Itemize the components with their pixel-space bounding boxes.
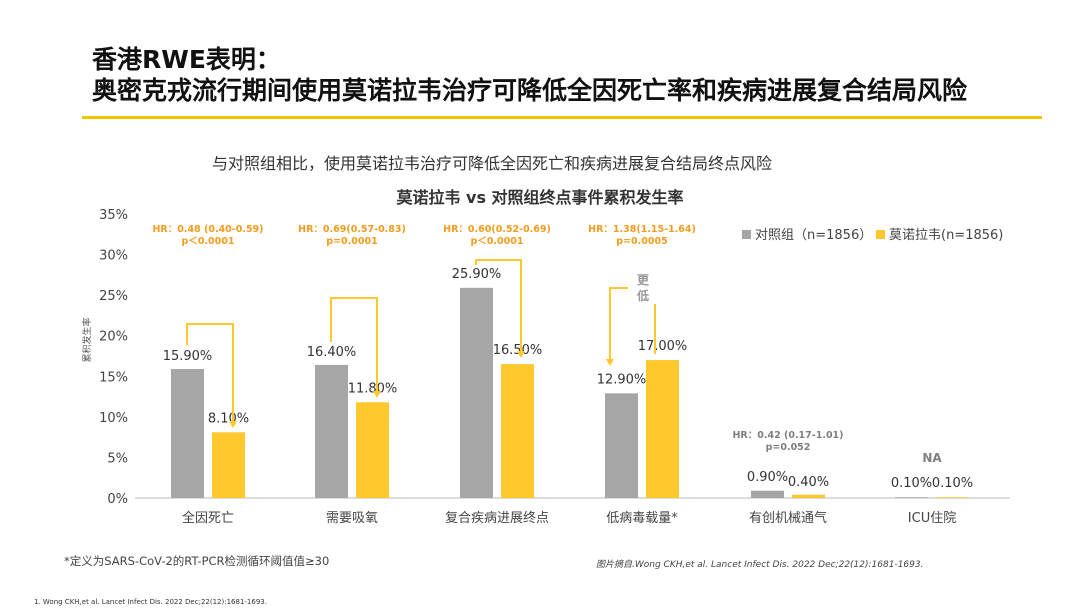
y-tick-label: 10% (99, 411, 128, 426)
bar-molnupiravir (356, 402, 389, 498)
bar-control (605, 393, 638, 498)
arrow-icon (373, 391, 381, 398)
comparison-bracket (330, 297, 378, 392)
chart-title: 莫诺拉韦 vs 对照组终点事件累积发生率 (395, 188, 683, 207)
arrow-icon (606, 359, 614, 366)
y-tick-label: 15% (99, 370, 128, 385)
arrow-icon (517, 351, 525, 358)
title-line-1: 香港RWE表明： (92, 45, 281, 74)
footnote: *定义为SARS-CoV-2的RT-PCR检测循环阈值值≥30 (64, 554, 330, 568)
bar-molnupiravir (792, 494, 825, 498)
comparison-bracket (475, 259, 522, 352)
annotation-hr: HR：0.42 (0.17-1.01) (732, 430, 843, 441)
y-axis-label: 累积发生率 (81, 317, 93, 362)
bar-molnupiravir (501, 364, 534, 498)
data-label: 11.80% (348, 381, 398, 396)
page-title: 香港RWE表明： 奥密克戎流行期间使用莫诺拉韦治疗可降低全因死亡率和疾病进展复合结… (92, 44, 967, 106)
x-tick-label: ICU住院 (908, 511, 956, 526)
data-label: 12.90% (597, 372, 647, 387)
data-label: 8.10% (208, 411, 249, 426)
annotation-hr: NA (922, 451, 942, 465)
legend-label: 莫诺拉韦(n=1856) (889, 228, 1003, 243)
note-bg (628, 282, 656, 304)
data-label: 17.00% (638, 339, 688, 354)
y-tick-label: 5% (107, 451, 128, 466)
data-label: 0.90% (747, 470, 788, 485)
bracket-note: 更 (637, 273, 650, 287)
annotation-hr: HR：1.38(1.15-1.64) (588, 224, 696, 235)
x-tick-label: 全因死亡 (182, 510, 234, 526)
data-label: 0.40% (788, 475, 829, 490)
data-label: 16.40% (307, 345, 357, 360)
title-line-2: 奥密克戎流行期间使用莫诺拉韦治疗可降低全因死亡率和疾病进展复合结局风险 (92, 76, 968, 105)
data-label: 16.50% (493, 343, 543, 358)
bar-control (315, 364, 348, 498)
data-label: 15.90% (163, 349, 213, 364)
annotation-hr: HR：0.48 (0.40-0.59) (152, 224, 263, 235)
y-tick-label: 25% (99, 289, 128, 304)
bar-control (895, 497, 928, 498)
annotation-hr: HR：0.60(0.52-0.69) (443, 224, 551, 235)
data-label: 25.90% (452, 267, 502, 282)
bar-molnupiravir (936, 497, 969, 498)
bar-molnupiravir (212, 432, 245, 498)
x-tick-label: 复合疾病进展终点 (445, 510, 549, 526)
arrow-icon (229, 421, 237, 428)
bar-control (460, 287, 493, 498)
annotation-hr: HR：0.69(0.57-0.83) (298, 224, 406, 235)
legend-swatch (876, 230, 885, 239)
annotation-p: p=0.0001 (326, 236, 377, 247)
reference: 1. Wong CKH,et al. Lancet Infect Dis. 20… (34, 598, 267, 606)
bar-molnupiravir (646, 360, 679, 498)
x-tick-label: 有创机械通气 (749, 510, 827, 526)
legend-swatch (742, 230, 751, 239)
data-label: 0.10% (891, 476, 932, 491)
source-citation: 图片摘自.Wong CKH,et al. Lancet Infect Dis. … (596, 560, 924, 570)
legend-label: 对照组（n=1856） (755, 228, 872, 243)
bar-control (171, 368, 204, 498)
y-tick-label: 35% (99, 208, 128, 223)
data-label: 0.10% (932, 476, 973, 491)
bar-control (751, 490, 784, 498)
x-tick-label: 低病毒载量* (606, 511, 678, 526)
y-tick-label: 0% (107, 492, 128, 507)
bracket-note: 低 (636, 288, 649, 303)
annotation-p: p=0.052 (766, 442, 811, 453)
x-tick-label: 需要吸氧 (326, 511, 378, 526)
annotation-p: p＜0.0001 (471, 236, 524, 247)
annotation-p: p=0.0005 (616, 236, 667, 247)
y-tick-label: 20% (99, 330, 128, 345)
y-tick-label: 30% (99, 249, 128, 264)
annotation-p: p＜0.0001 (182, 236, 235, 247)
comparison-bracket (186, 323, 234, 422)
subtitle: 与对照组相比，使用莫诺拉韦治疗可降低全因死亡和疾病进展复合结局终点风险 (212, 154, 773, 173)
title-divider (82, 116, 1042, 119)
